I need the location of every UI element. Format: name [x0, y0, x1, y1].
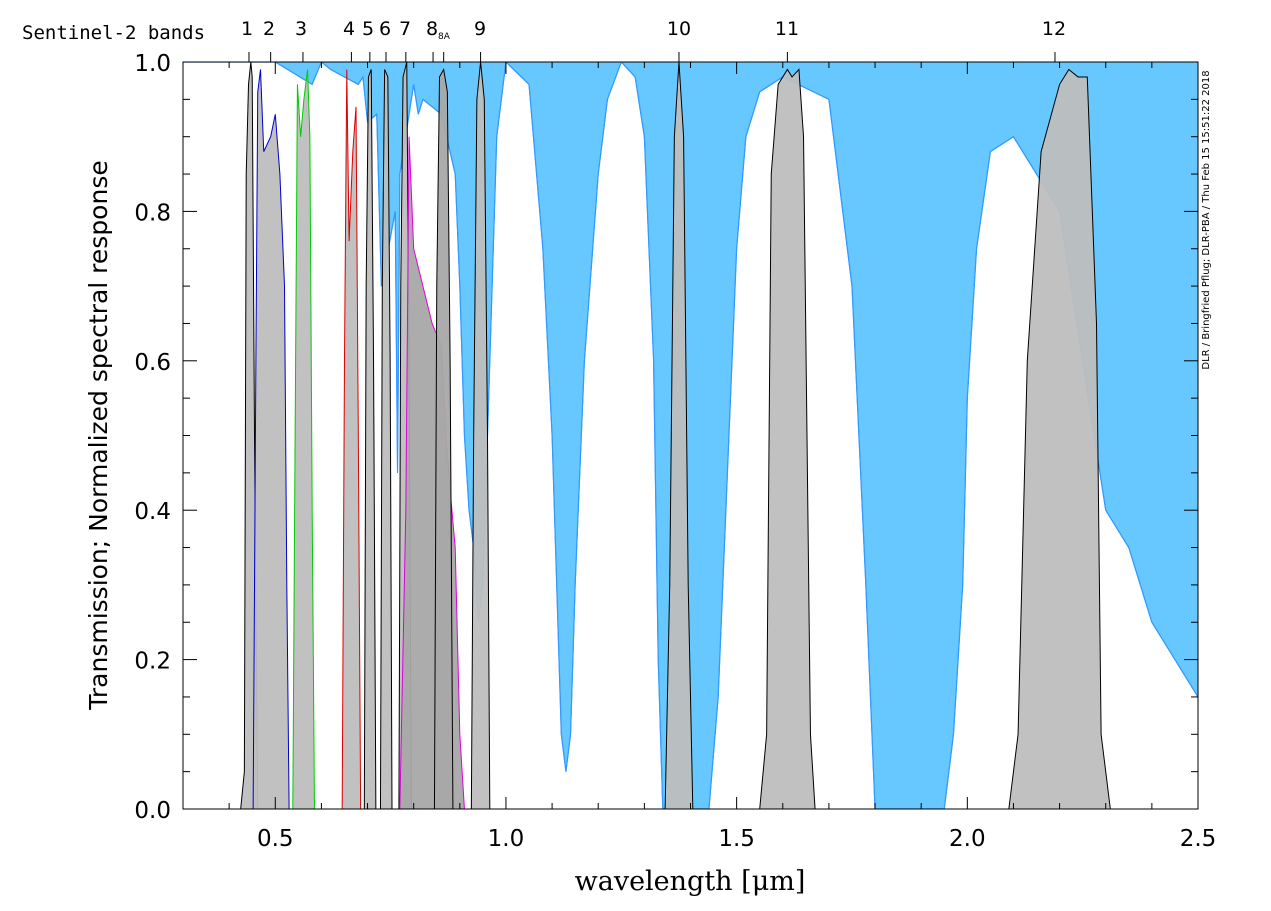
band-labels-row: 1 2 3 4 5 6 7 8 8A 9 10 11 12	[241, 18, 1066, 62]
band-label-1: 1	[241, 18, 253, 40]
band-9-area	[471, 62, 490, 809]
band-11-outline	[759, 68, 816, 809]
band-3-outline	[292, 69, 315, 809]
band-label-3: 3	[295, 18, 307, 40]
credit-note: DLR / Bringfried Pflug; DLR-PBA / Thu Fe…	[1201, 70, 1212, 369]
band-label-8: 8	[426, 18, 438, 40]
band-label-5: 5	[362, 18, 374, 40]
y-axis-label: Transmission; Normalized spectral respon…	[84, 160, 113, 710]
band-5-area	[364, 69, 376, 809]
band-4-outline	[341, 69, 362, 809]
band-10-area	[665, 62, 693, 809]
band-label-7: 7	[399, 18, 411, 40]
band-label-9: 9	[474, 18, 486, 40]
band-6-outline	[379, 69, 393, 809]
bands-layer	[240, 62, 1111, 809]
band-3-area	[292, 69, 315, 809]
band-12-area	[1008, 69, 1111, 809]
band-9-outline	[470, 62, 491, 809]
y-tick-label: 0.8	[134, 200, 171, 226]
band-label-2: 2	[263, 18, 275, 40]
band-label-12: 12	[1042, 18, 1066, 40]
band-label-10: 10	[667, 18, 691, 40]
y-tick-label: 0.4	[134, 499, 171, 525]
x-axis-label: wavelength [μm]	[575, 866, 806, 897]
band-8a-area	[434, 69, 453, 809]
band-2-outline	[252, 69, 290, 809]
x-tick-label: 2.5	[1180, 826, 1217, 852]
x-tick-label: 0.5	[257, 826, 294, 852]
transmission-line	[183, 62, 1198, 809]
band-label-11: 11	[775, 18, 799, 40]
x-tick-label: 1.0	[488, 826, 525, 852]
band-8a-outline	[433, 67, 454, 809]
y-tick-label: 1.0	[134, 51, 171, 77]
band-11-area	[759, 69, 816, 809]
band-label-4: 4	[343, 18, 355, 40]
y-tick-label: 0.0	[134, 798, 171, 824]
x-tick-label: 1.5	[718, 826, 755, 852]
band-1-outline	[240, 62, 259, 809]
y-axis: 0.0 0.2 0.4 0.6 0.8 1.0	[134, 51, 1198, 824]
transmission-layer	[183, 62, 1198, 809]
top-axis-title: Sentinel-2 bands	[22, 22, 205, 44]
x-tick-label: 2.0	[949, 826, 986, 852]
band-5-outline	[363, 69, 377, 809]
band-10-outline	[664, 62, 694, 809]
band-label-6: 6	[379, 18, 391, 40]
y-tick-label: 0.6	[134, 350, 171, 376]
band-2-area	[253, 69, 290, 809]
band-label-8a: 8A	[438, 32, 451, 42]
y-tick-label: 0.2	[134, 649, 171, 675]
band-4-area	[342, 69, 361, 809]
x-axis: 0.5 1.0 1.5 2.0 2.5	[228, 62, 1217, 852]
band-12-outline	[1008, 68, 1111, 809]
band-8-area	[399, 136, 465, 809]
